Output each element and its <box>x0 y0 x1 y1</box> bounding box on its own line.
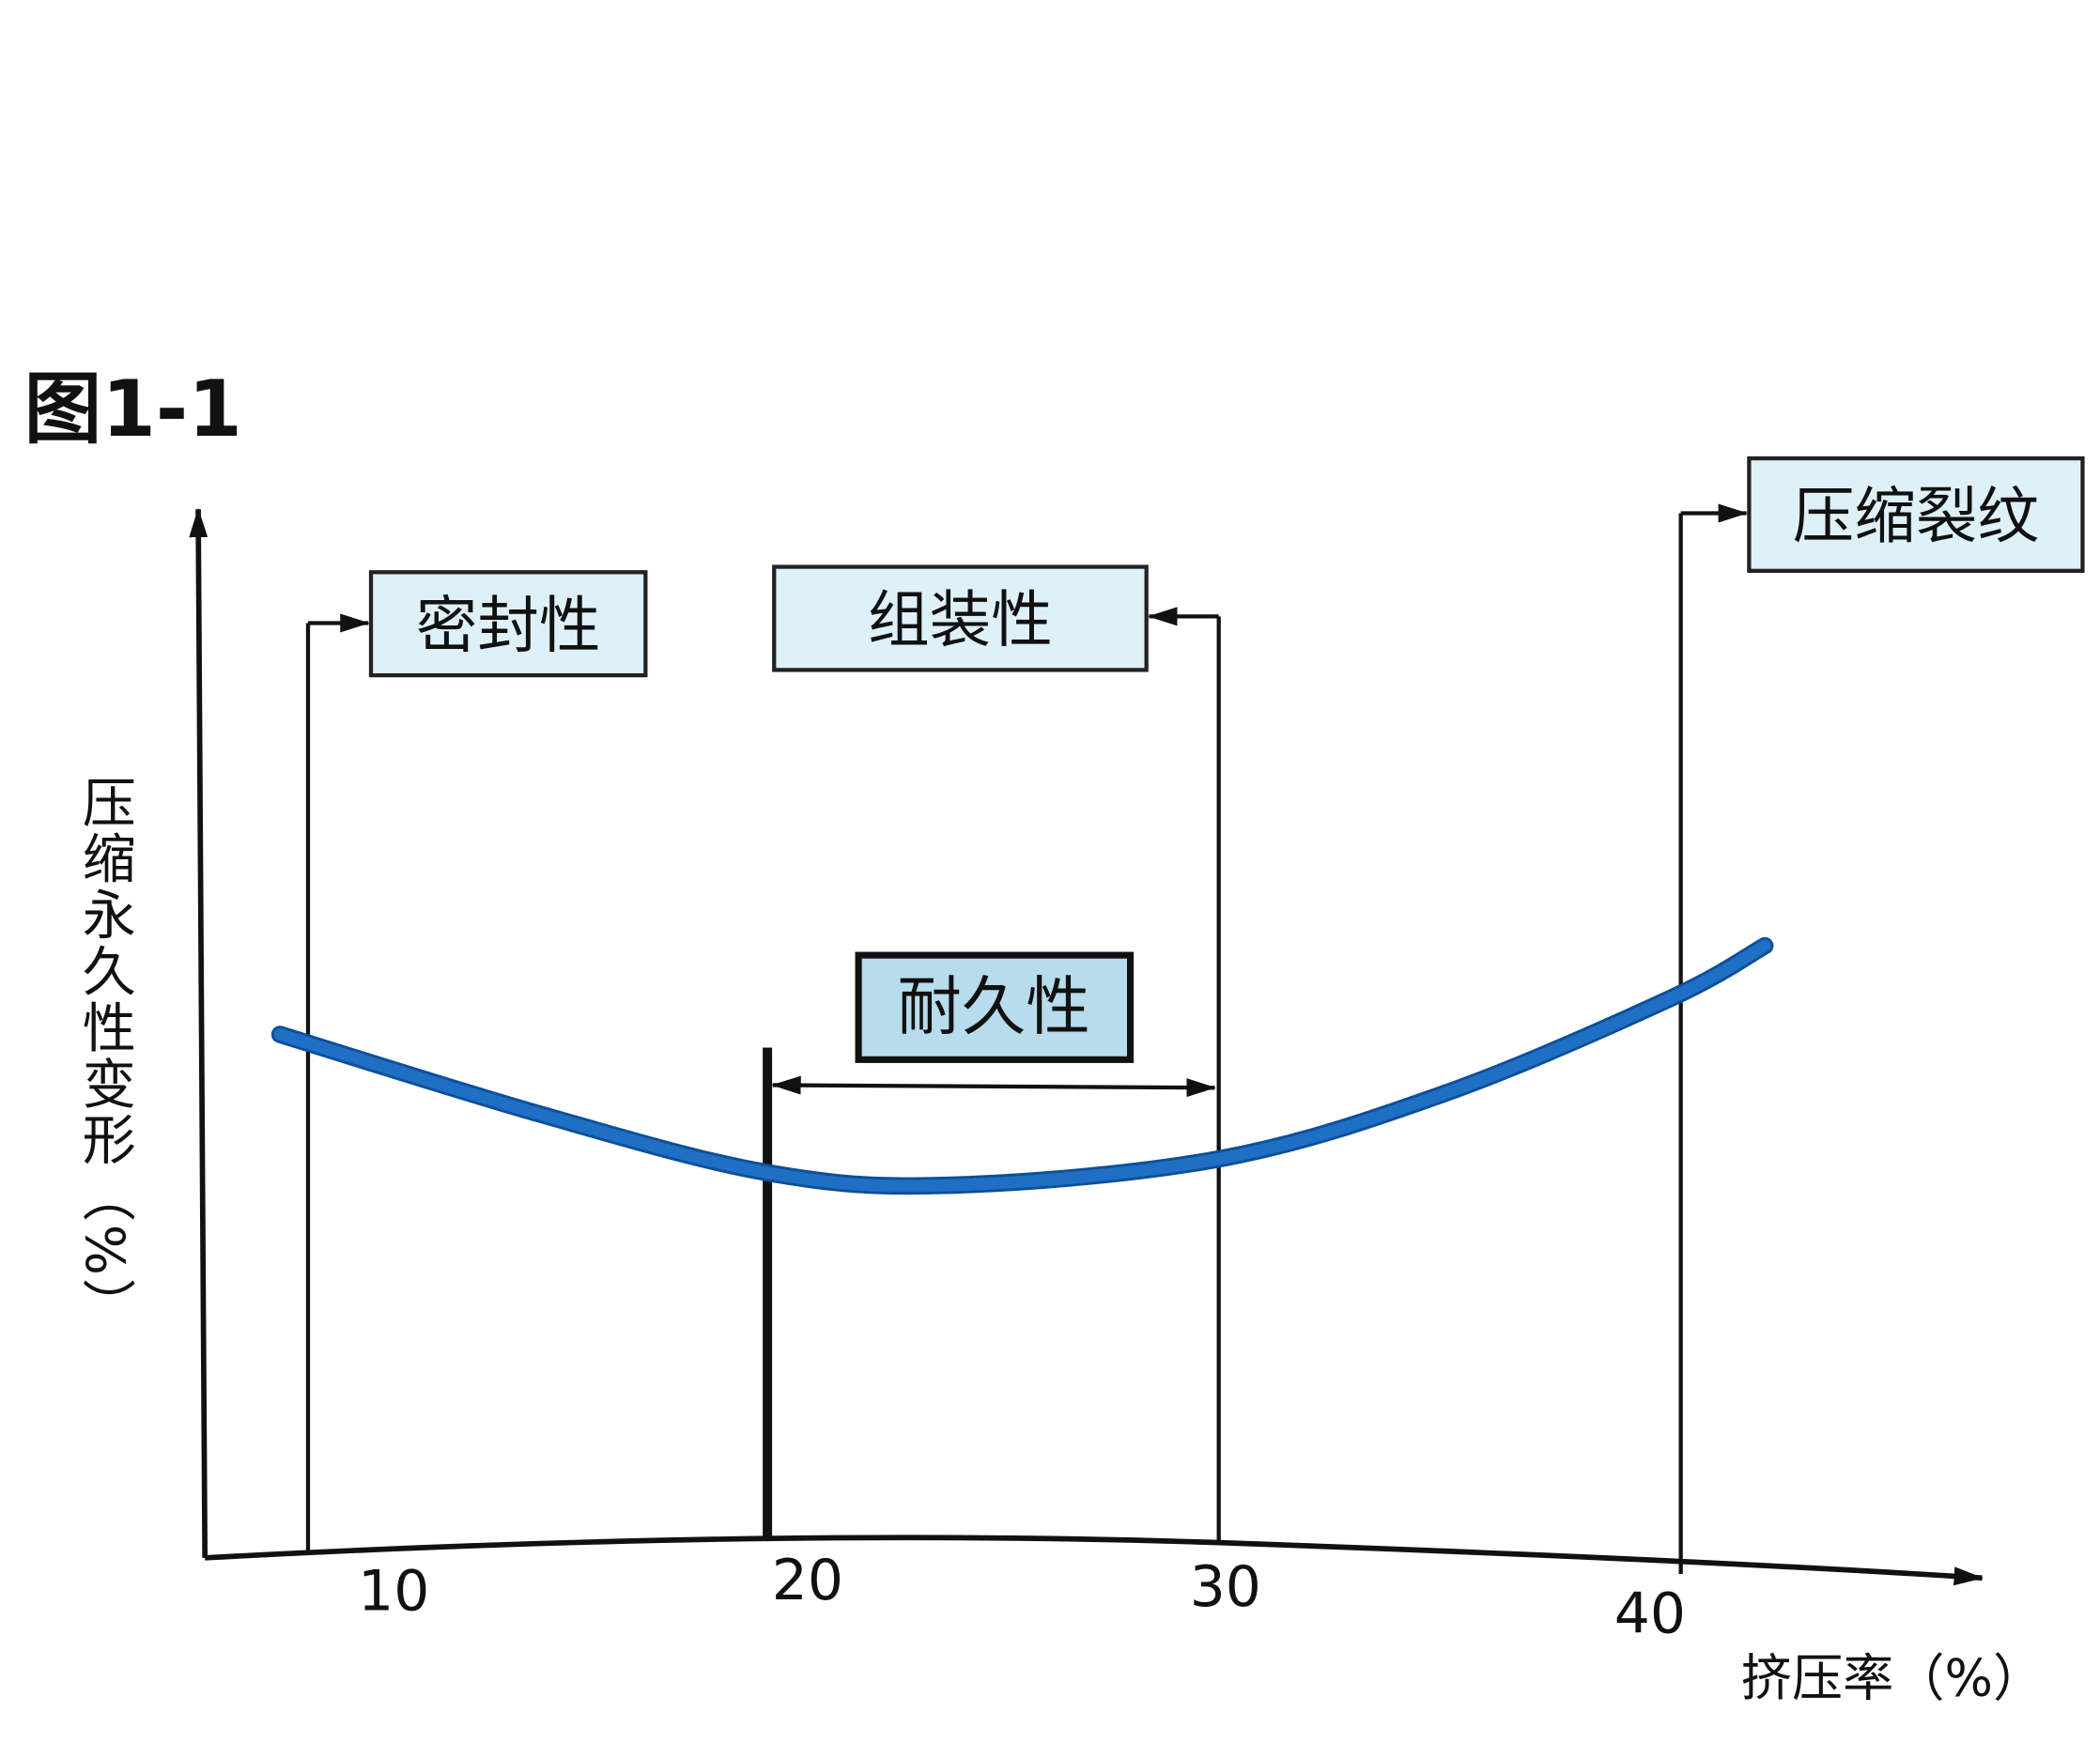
x-axis <box>205 1535 1984 1586</box>
durability-label: 耐久性 <box>897 970 1089 1045</box>
durability-box <box>855 951 1135 1063</box>
series-curve-highlight-0 <box>273 939 1771 1193</box>
x-tick-label-30: 30 <box>1190 1554 1261 1620</box>
sealing-box <box>368 570 648 678</box>
crack-box <box>1747 455 2085 573</box>
x-tick-label-10: 10 <box>358 1558 429 1624</box>
x-axis-label: 挤压率（%） <box>1741 1649 2044 1708</box>
x-tick-label-20: 20 <box>772 1548 843 1613</box>
y-axis-label: 压缩永久性变形（%） <box>73 775 135 1334</box>
y-axis <box>189 507 208 1558</box>
crack-label: 压缩裂纹 <box>1793 481 2039 552</box>
x-tick-label-40: 40 <box>1614 1581 1686 1647</box>
assembly-box <box>772 564 1149 672</box>
axes <box>189 507 1984 1586</box>
chart-title: 图1-1 <box>24 363 242 455</box>
sealing-label: 密封性 <box>416 590 601 661</box>
durability-range-arrow <box>771 1075 1216 1098</box>
assembly-label: 组装性 <box>868 585 1053 656</box>
